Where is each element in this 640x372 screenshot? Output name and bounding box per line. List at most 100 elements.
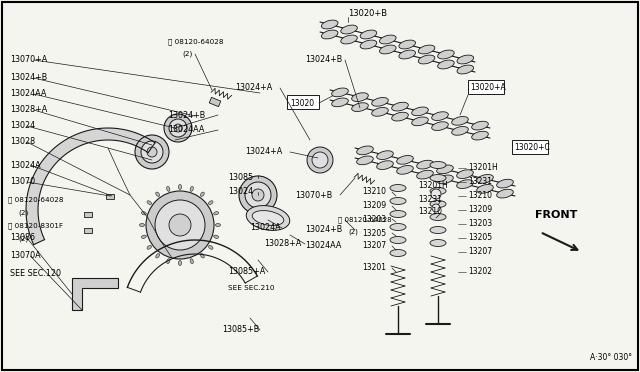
- Ellipse shape: [214, 212, 219, 215]
- Ellipse shape: [457, 65, 474, 74]
- Ellipse shape: [419, 55, 435, 64]
- Text: 13024+A: 13024+A: [235, 83, 272, 93]
- Ellipse shape: [419, 45, 435, 54]
- Ellipse shape: [390, 185, 406, 192]
- Ellipse shape: [147, 246, 152, 249]
- Ellipse shape: [372, 97, 388, 106]
- Ellipse shape: [141, 212, 147, 215]
- Ellipse shape: [390, 250, 406, 257]
- Text: 13020+A: 13020+A: [470, 83, 506, 93]
- Ellipse shape: [190, 259, 193, 264]
- Ellipse shape: [141, 141, 163, 163]
- Bar: [287, 95, 319, 109]
- Ellipse shape: [200, 192, 204, 196]
- Ellipse shape: [156, 254, 159, 258]
- Ellipse shape: [135, 135, 169, 169]
- Text: 13028+A: 13028+A: [264, 240, 301, 248]
- Ellipse shape: [179, 260, 182, 266]
- Text: 13209: 13209: [468, 205, 492, 215]
- Text: 13086: 13086: [10, 234, 35, 243]
- Ellipse shape: [417, 160, 433, 169]
- Ellipse shape: [452, 116, 468, 125]
- Ellipse shape: [392, 112, 408, 121]
- Text: 13024AA: 13024AA: [168, 125, 204, 135]
- Ellipse shape: [417, 170, 433, 179]
- Ellipse shape: [200, 254, 204, 258]
- Ellipse shape: [360, 40, 377, 49]
- Ellipse shape: [399, 40, 415, 49]
- Ellipse shape: [392, 102, 408, 111]
- Text: 13210: 13210: [418, 208, 442, 217]
- Ellipse shape: [412, 117, 428, 126]
- Text: 13203: 13203: [362, 215, 386, 224]
- Text: (2): (2): [182, 51, 192, 57]
- Ellipse shape: [156, 192, 159, 196]
- Ellipse shape: [321, 20, 338, 29]
- Text: 13207: 13207: [362, 241, 386, 250]
- Text: 13210: 13210: [362, 187, 386, 196]
- Ellipse shape: [397, 155, 413, 164]
- Text: 13202: 13202: [468, 267, 492, 276]
- Text: 13210: 13210: [468, 192, 492, 201]
- Ellipse shape: [457, 55, 474, 64]
- Text: 13020+C: 13020+C: [514, 144, 550, 153]
- Ellipse shape: [497, 189, 513, 198]
- Ellipse shape: [214, 235, 219, 238]
- Ellipse shape: [390, 211, 406, 218]
- Ellipse shape: [312, 152, 328, 168]
- Ellipse shape: [472, 121, 488, 130]
- Text: SEE SEC.210: SEE SEC.210: [228, 285, 275, 291]
- Polygon shape: [84, 228, 92, 232]
- Ellipse shape: [436, 175, 453, 184]
- Ellipse shape: [209, 201, 213, 205]
- Ellipse shape: [430, 201, 446, 208]
- Text: (2): (2): [18, 236, 28, 242]
- Text: 13024+B: 13024+B: [168, 110, 205, 119]
- Ellipse shape: [360, 30, 377, 39]
- Ellipse shape: [147, 147, 157, 157]
- Text: (2): (2): [18, 210, 28, 216]
- Text: 13201H: 13201H: [468, 164, 498, 173]
- Ellipse shape: [169, 214, 191, 236]
- Ellipse shape: [380, 45, 396, 54]
- Ellipse shape: [166, 186, 170, 191]
- Bar: [468, 80, 504, 94]
- Ellipse shape: [332, 88, 348, 97]
- Circle shape: [431, 189, 441, 199]
- Ellipse shape: [141, 235, 147, 238]
- Text: 13085+B: 13085+B: [222, 326, 259, 334]
- Ellipse shape: [430, 214, 446, 221]
- Ellipse shape: [457, 180, 474, 189]
- Ellipse shape: [436, 165, 453, 174]
- Polygon shape: [84, 212, 92, 217]
- Text: (2): (2): [348, 229, 358, 235]
- Polygon shape: [72, 278, 118, 310]
- Polygon shape: [26, 128, 155, 245]
- Text: A·30° 030°: A·30° 030°: [590, 353, 632, 362]
- Circle shape: [432, 204, 440, 212]
- Ellipse shape: [399, 50, 415, 59]
- Ellipse shape: [397, 166, 413, 174]
- Text: Ⓑ 08120-64028: Ⓑ 08120-64028: [338, 217, 392, 223]
- Ellipse shape: [164, 114, 192, 142]
- Text: 13201: 13201: [362, 263, 386, 273]
- Text: 13024AA: 13024AA: [10, 90, 46, 99]
- Bar: [512, 140, 548, 154]
- Ellipse shape: [472, 131, 488, 140]
- Text: 13020: 13020: [290, 99, 314, 108]
- Ellipse shape: [246, 206, 290, 230]
- Text: 13024AA: 13024AA: [305, 241, 341, 250]
- Ellipse shape: [146, 191, 214, 259]
- Ellipse shape: [390, 237, 406, 244]
- Ellipse shape: [147, 201, 152, 205]
- Ellipse shape: [351, 103, 369, 112]
- Text: 13024+B: 13024+B: [10, 74, 47, 83]
- Ellipse shape: [340, 25, 357, 34]
- Ellipse shape: [380, 35, 396, 44]
- Ellipse shape: [321, 30, 338, 39]
- Ellipse shape: [216, 224, 221, 227]
- Text: 13024A: 13024A: [10, 160, 40, 170]
- Text: 13024+B: 13024+B: [305, 55, 342, 64]
- Ellipse shape: [438, 60, 454, 69]
- Text: 13028+A: 13028+A: [10, 106, 47, 115]
